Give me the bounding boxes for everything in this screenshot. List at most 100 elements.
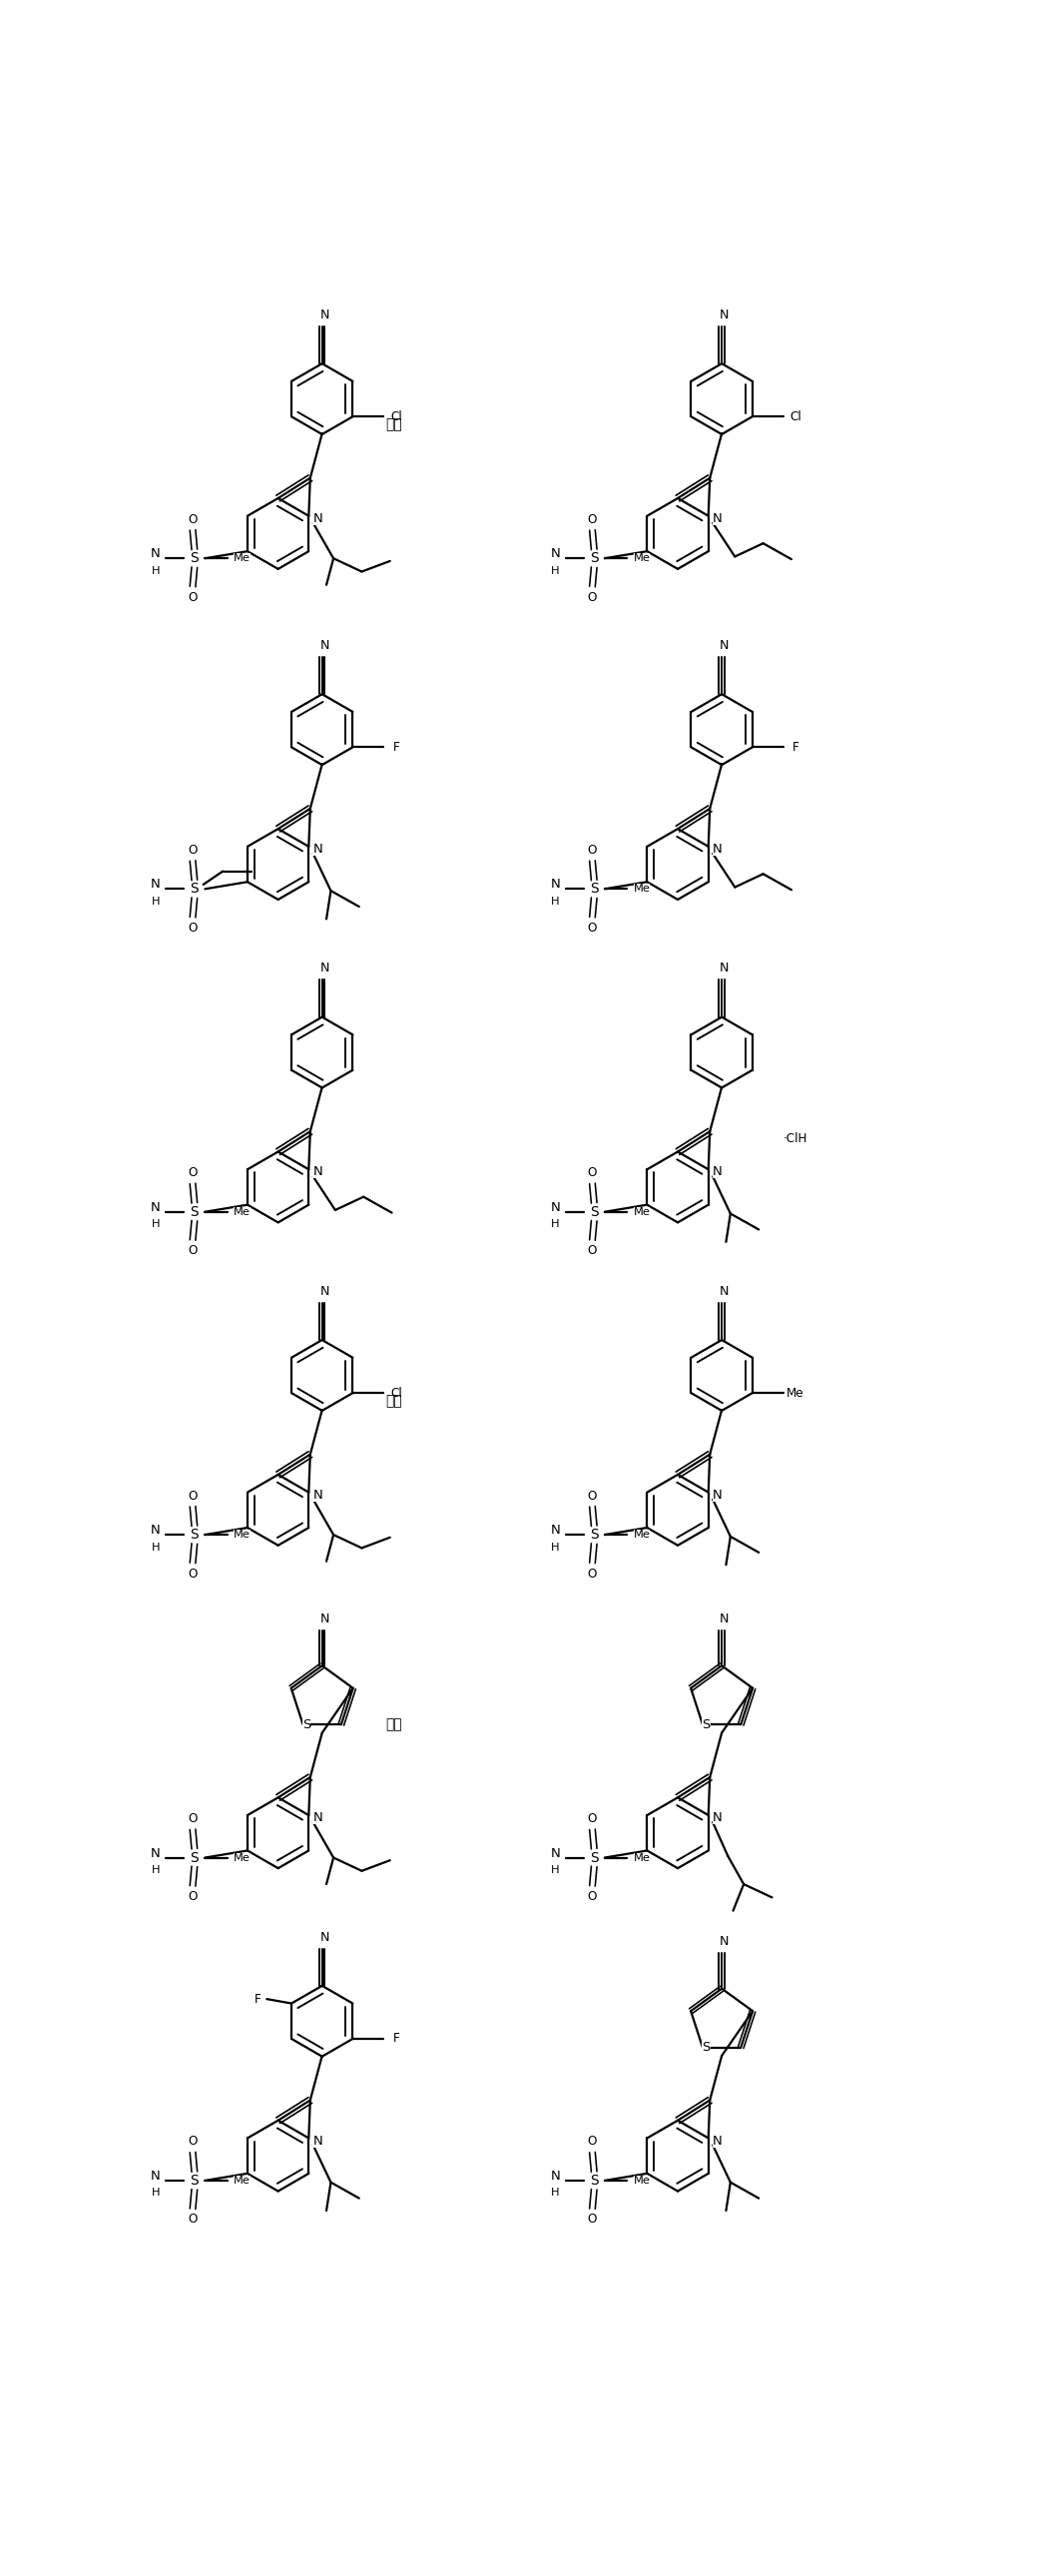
Text: O: O — [587, 1167, 597, 1180]
Text: Me: Me — [787, 1386, 805, 1399]
Text: ·ClH: ·ClH — [784, 1131, 808, 1144]
Text: N: N — [150, 1525, 161, 1538]
Text: O: O — [188, 590, 198, 603]
Text: O: O — [587, 2136, 597, 2148]
Text: O: O — [587, 590, 597, 603]
Text: N: N — [720, 961, 729, 974]
Text: O: O — [587, 1244, 597, 1257]
Text: S: S — [190, 551, 199, 564]
Text: 手性: 手性 — [386, 1718, 401, 1731]
Text: N: N — [551, 2169, 560, 2182]
Text: O: O — [587, 1891, 597, 1904]
Text: N: N — [150, 878, 161, 891]
Text: N: N — [720, 309, 729, 322]
Text: N: N — [312, 842, 323, 855]
Text: O: O — [188, 1489, 198, 1502]
Text: O: O — [587, 1566, 597, 1579]
Text: 手性: 手性 — [386, 417, 401, 433]
Text: N: N — [720, 1935, 729, 1947]
Text: O: O — [587, 1814, 597, 1826]
Text: N: N — [551, 878, 560, 891]
Text: O: O — [587, 922, 597, 935]
Text: H: H — [152, 1865, 160, 1875]
Text: S: S — [702, 1718, 711, 1731]
Text: N: N — [320, 309, 329, 322]
Text: F: F — [393, 2032, 399, 2045]
Text: O: O — [587, 2213, 597, 2226]
Text: O: O — [587, 513, 597, 526]
Text: H: H — [152, 567, 160, 577]
Text: N: N — [551, 1525, 560, 1538]
Text: O: O — [188, 842, 198, 858]
Text: N: N — [713, 513, 722, 526]
Text: H: H — [551, 1218, 559, 1229]
Text: H: H — [152, 1218, 160, 1229]
Text: S: S — [702, 2040, 711, 2053]
Text: N: N — [551, 549, 560, 562]
Text: O: O — [188, 2136, 198, 2148]
Text: N: N — [720, 1285, 729, 1298]
Text: H: H — [551, 1865, 559, 1875]
Text: N: N — [320, 639, 329, 652]
Text: Cl: Cl — [790, 410, 802, 422]
Text: Me: Me — [633, 884, 650, 894]
Text: N: N — [551, 1200, 560, 1213]
Text: S: S — [190, 1528, 199, 1543]
Text: O: O — [188, 1891, 198, 1904]
Text: N: N — [713, 1164, 722, 1180]
Text: O: O — [188, 1814, 198, 1826]
Text: S: S — [589, 1850, 599, 1865]
Text: N: N — [320, 961, 329, 974]
Text: H: H — [551, 2187, 559, 2197]
Text: N: N — [150, 2169, 161, 2182]
Text: Me: Me — [633, 1530, 650, 1540]
Text: N: N — [713, 1811, 722, 1824]
Text: S: S — [190, 2174, 199, 2187]
Text: Me: Me — [234, 2177, 251, 2184]
Text: O: O — [188, 1566, 198, 1579]
Text: S: S — [589, 551, 599, 564]
Text: Me: Me — [234, 554, 251, 564]
Text: Me: Me — [633, 2177, 650, 2184]
Text: O: O — [587, 842, 597, 858]
Text: Cl: Cl — [390, 1386, 402, 1399]
Text: N: N — [150, 549, 161, 562]
Text: H: H — [152, 896, 160, 907]
Text: Me: Me — [234, 1530, 251, 1540]
Text: S: S — [190, 881, 199, 896]
Text: N: N — [312, 1489, 323, 1502]
Text: Cl: Cl — [390, 410, 402, 422]
Text: S: S — [589, 1528, 599, 1543]
Text: N: N — [312, 1164, 323, 1180]
Text: N: N — [551, 1847, 560, 1860]
Text: H: H — [551, 896, 559, 907]
Text: N: N — [150, 1200, 161, 1213]
Text: O: O — [188, 2213, 198, 2226]
Text: O: O — [188, 1244, 198, 1257]
Text: N: N — [720, 1613, 729, 1625]
Text: S: S — [302, 1718, 310, 1731]
Text: O: O — [188, 922, 198, 935]
Text: N: N — [713, 1489, 722, 1502]
Text: Me: Me — [234, 1208, 251, 1216]
Text: N: N — [720, 639, 729, 652]
Text: 手性: 手性 — [386, 1394, 401, 1409]
Text: S: S — [589, 1206, 599, 1218]
Text: F: F — [393, 742, 399, 755]
Text: Me: Me — [234, 1852, 251, 1862]
Text: N: N — [150, 1847, 161, 1860]
Text: O: O — [188, 1167, 198, 1180]
Text: H: H — [551, 567, 559, 577]
Text: N: N — [713, 842, 722, 855]
Text: N: N — [320, 1613, 329, 1625]
Text: N: N — [312, 2136, 323, 2148]
Text: S: S — [589, 881, 599, 896]
Text: N: N — [320, 1929, 329, 1945]
Text: S: S — [190, 1206, 199, 1218]
Text: O: O — [587, 1489, 597, 1502]
Text: N: N — [713, 2136, 722, 2148]
Text: H: H — [152, 1543, 160, 1553]
Text: Me: Me — [633, 1208, 650, 1216]
Text: F: F — [792, 742, 799, 755]
Text: Me: Me — [633, 1852, 650, 1862]
